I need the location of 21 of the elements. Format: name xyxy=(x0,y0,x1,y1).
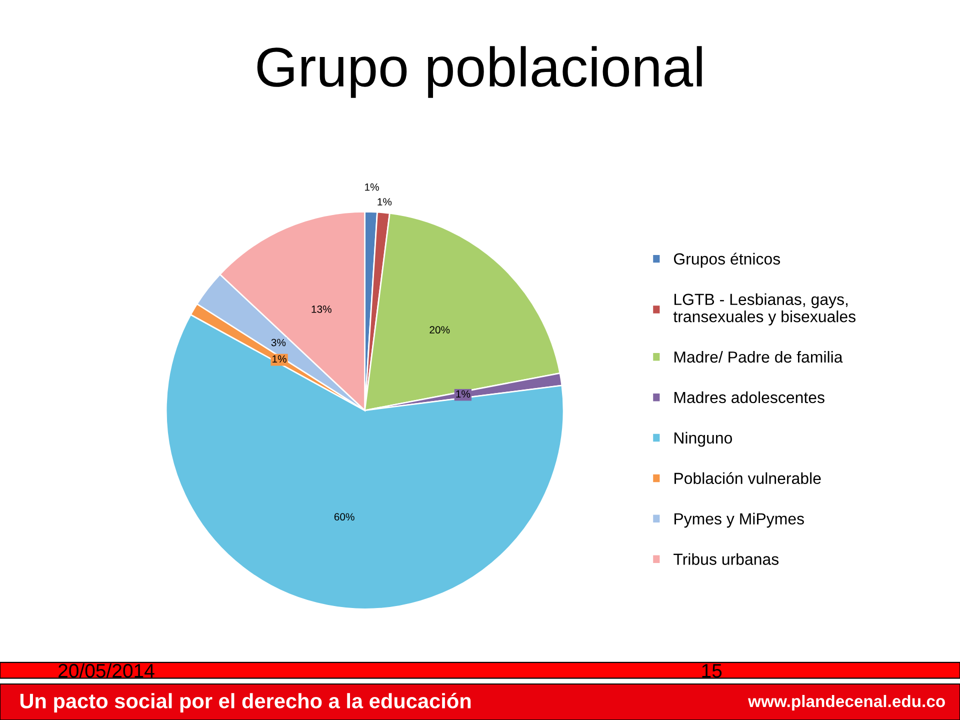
data-label: 60% xyxy=(334,513,354,521)
legend-label: Madre/ Padre de familia xyxy=(674,350,843,363)
legend-label: LGTB - Lesbianas, gays, transexuales y bisexuales xyxy=(673,293,856,326)
data-label: 20% xyxy=(430,326,450,334)
legend-label: Pymes y MiPymes xyxy=(674,512,804,528)
data-label: 1% xyxy=(365,183,379,191)
chart-title: Grupo poblacional xyxy=(257,46,702,98)
data-label: 3% xyxy=(271,338,286,346)
text: www.plandecenal.edu.co xyxy=(748,694,945,710)
data-label: 1% xyxy=(378,198,392,206)
legend-label: Población vulnerable xyxy=(674,472,821,484)
data-label: 1% xyxy=(456,390,470,398)
legend-label: Grupos étnicos xyxy=(674,252,780,268)
data-label: 13% xyxy=(312,306,332,313)
legend-label: Tribus urbanas xyxy=(674,553,779,565)
text: 15 xyxy=(702,664,722,678)
data-label: 1% xyxy=(272,355,286,363)
legend-label: Madres adolescentes xyxy=(674,391,824,404)
text: Un pacto social por el derecho a la educación xyxy=(20,692,471,713)
text: 20/05/2014 xyxy=(58,663,154,678)
legend-label: Ninguno xyxy=(674,432,732,447)
